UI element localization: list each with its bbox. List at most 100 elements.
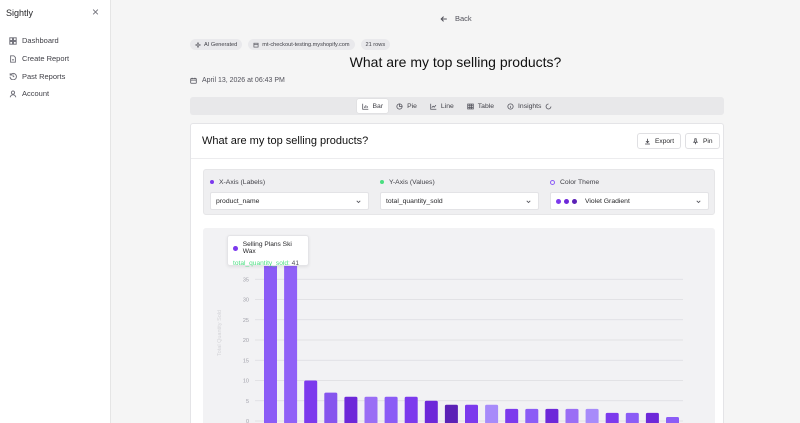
sparkle-icon <box>195 41 201 48</box>
chart-bar[interactable] <box>485 404 499 423</box>
table-icon <box>467 103 474 109</box>
y-tick-label: 15 <box>243 358 249 364</box>
close-sidebar-icon[interactable]: × <box>92 5 100 19</box>
tab-line[interactable]: Line <box>425 99 459 113</box>
store-icon <box>253 42 259 47</box>
swatch-dot <box>556 198 561 204</box>
badge-ai-generated: AI Generated <box>190 39 243 50</box>
tab-label: Pie <box>407 102 417 110</box>
sidebar-item-account[interactable]: Account <box>6 85 106 103</box>
sidebar-item-create-report[interactable]: Create Report <box>6 50 106 68</box>
calendar-icon <box>190 77 197 84</box>
sidebar-item-label: Account <box>22 89 50 99</box>
chart-bar[interactable] <box>505 408 519 423</box>
card-title: What are my top selling products? <box>202 135 369 147</box>
arrow-left-icon <box>440 15 447 22</box>
bar-chart-svg: 0 5 10 15 20 25 30 35 Total Quantity Sold <box>217 254 683 423</box>
line-chart-icon <box>430 103 437 110</box>
color-theme-select[interactable]: Violet Gradient <box>550 192 709 210</box>
x-axis-label: X-Axis (Labels) <box>210 177 369 187</box>
pin-icon <box>692 137 699 144</box>
chart-bar[interactable] <box>384 396 398 423</box>
chart-bar[interactable] <box>284 254 298 423</box>
back-label: Back <box>455 14 472 23</box>
chart-bar[interactable] <box>645 412 659 423</box>
tab-pie[interactable]: Pie <box>391 99 422 113</box>
x-axis-select[interactable]: product_name <box>210 192 369 210</box>
chart-bar[interactable] <box>666 416 679 423</box>
y-axis-select-value: total_quantity_sold <box>386 197 443 205</box>
chart-bar[interactable] <box>304 380 318 423</box>
y-axis-config: Y-Axis (Values) total_quantity_sold <box>380 177 539 210</box>
y-axis-label-text: Y-Axis (Values) <box>389 178 435 186</box>
color-theme-label-text: Color Theme <box>560 178 600 186</box>
y-tick-label: 20 <box>243 338 249 344</box>
chart-card: What are my top selling products? Export… <box>190 123 724 423</box>
chart-bar[interactable] <box>625 412 639 423</box>
badge-label: AI Generated <box>204 41 238 48</box>
swatch-dot <box>572 198 577 204</box>
chart-bar[interactable] <box>585 408 599 423</box>
tab-label: Insights <box>518 102 542 110</box>
y-axis-title: Total Quantity Sold <box>217 310 223 356</box>
tab-label: Bar <box>372 102 384 110</box>
user-icon <box>9 90 17 98</box>
back-button[interactable]: Back <box>440 14 472 23</box>
chart-bar[interactable] <box>545 408 559 423</box>
color-theme-label: Color Theme <box>550 177 709 187</box>
report-date: April 13, 2026 at 06:43 PM <box>190 77 285 84</box>
x-axis-label-text: X-Axis (Labels) <box>219 178 266 186</box>
info-icon <box>507 102 514 110</box>
pin-button[interactable]: Pin <box>685 133 720 149</box>
export-button[interactable]: Export <box>637 133 682 149</box>
tab-bar[interactable]: Bar <box>356 99 389 113</box>
tab-table[interactable]: Table <box>462 99 499 113</box>
y-tick-label: 5 <box>246 399 249 405</box>
chart-bar[interactable] <box>525 408 539 423</box>
chart-bar[interactable] <box>324 392 338 423</box>
chart-bar[interactable] <box>465 404 478 423</box>
card-header: What are my top selling products? Export… <box>191 124 723 159</box>
bar-chart-icon <box>361 103 368 110</box>
tab-label: Table <box>477 102 495 110</box>
x-axis-dot <box>210 180 214 184</box>
badge-label: 21 rows <box>365 41 386 48</box>
chart-bar[interactable] <box>404 396 418 423</box>
sidebar-item-dashboard[interactable]: Dashboard <box>6 32 106 50</box>
chart-bar[interactable] <box>444 404 458 423</box>
pin-label: Pin <box>703 137 713 145</box>
chart-bar[interactable] <box>565 408 579 423</box>
page-title: What are my top selling products? <box>349 54 562 70</box>
chart-bar[interactable] <box>344 396 358 423</box>
tooltip-dot <box>233 245 238 251</box>
chart-type-tabs: Bar Pie Line Table Insights <box>190 97 724 115</box>
tab-label: Line <box>440 102 454 110</box>
y-axis-select[interactable]: total_quantity_sold <box>380 192 539 210</box>
chevron-down-icon <box>356 200 361 204</box>
pie-chart-icon <box>396 102 403 110</box>
tooltip-title: Selling Plans Ski Wax <box>233 241 303 255</box>
badge-store: mt-checkout-testing.myshopify.com <box>248 39 355 50</box>
export-label: Export <box>655 137 675 145</box>
app-brand: Sightly <box>6 8 34 18</box>
y-axis-label: Y-Axis (Values) <box>380 177 539 187</box>
chart-bar[interactable] <box>424 400 438 423</box>
history-icon <box>9 73 17 81</box>
tab-insights[interactable]: Insights <box>502 99 557 113</box>
chart-bar[interactable] <box>264 254 277 423</box>
chart-bar[interactable] <box>605 412 619 423</box>
chart-bar[interactable] <box>364 396 378 423</box>
color-theme-select-value: Violet Gradient <box>585 197 630 205</box>
x-axis-select-value: product_name <box>216 197 260 205</box>
tooltip-name: Selling Plans Ski Wax <box>242 241 292 255</box>
sidebar-item-label: Dashboard <box>22 36 59 46</box>
badge-rows: 21 rows <box>360 39 391 50</box>
sidebar-item-past-reports[interactable]: Past Reports <box>6 67 106 85</box>
sidebar-item-label: Create Report <box>22 54 70 64</box>
y-tick-label: 10 <box>243 379 249 385</box>
chevron-down-icon <box>526 200 531 204</box>
date-text: April 13, 2026 at 06:43 PM <box>202 77 285 84</box>
chart-tooltip: Selling Plans Ski Wax total_quantity_sol… <box>227 235 309 267</box>
sidebar: Sightly × Dashboard Create Report Past R… <box>0 0 111 423</box>
dashboard-icon <box>9 37 17 45</box>
